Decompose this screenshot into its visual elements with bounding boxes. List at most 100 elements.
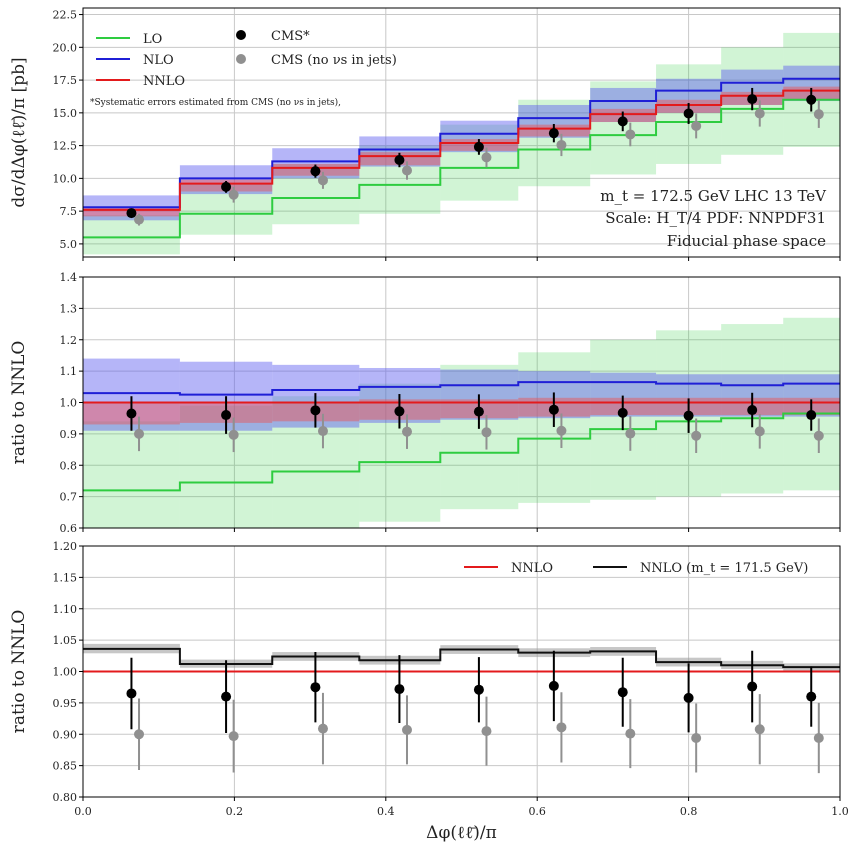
y-tick-label: 1.00 [53,666,78,679]
band-lo-bin-0 [83,421,180,528]
data-point-cms_star [473,141,484,152]
y-tick-label: 1.15 [53,571,78,584]
y-tick-label: 15.0 [53,107,78,120]
data-point-cms_star [221,691,232,702]
band-lo-bin-4 [440,364,519,510]
axes-frame-top [82,7,841,258]
data-point-cms_nonu [134,428,145,439]
data-point-cms_nonu [813,430,824,441]
data-point-cms_nonu [228,189,239,200]
y-tick-label: 20.0 [53,41,78,54]
legend-label-cms-star: CMS* [271,29,310,44]
data-point-cms_nonu [754,724,765,735]
step-line-lo [83,412,840,492]
panel-bottom: 0.80 0.85 0.90 0.95 1.00 1.05 1.10 1.15 1.20 0.0 0… [9,540,849,843]
legend-note: *Systematic errors estimated from CMS (n… [90,97,341,108]
data-point-cms_star [126,688,137,699]
y-tick-label: 1.10 [53,603,78,616]
data-point-cms_star [126,408,137,419]
panel-top: 5.0 7.5 10.0 12.5 15.0 17.5 20.0 22.5 dσ/dΔφ(ℓℓ̄… [9,7,841,261]
data-point-cms_star [747,681,758,692]
data-point-cms_star [310,166,321,177]
data-point-cms_nonu [134,214,145,225]
data-point-cms_star [617,407,628,418]
data-point-cms_nonu [317,723,328,734]
y-tick-label: 17.5 [53,74,78,87]
step-line-lo [83,98,840,239]
legend-label-cms-nonu: CMS (no νs in jets) [271,53,397,68]
data-point-cms_nonu [813,109,824,120]
y-axis-label: dσ/dΔφ(ℓℓ̄)/π [pb] [9,57,29,207]
legend-label-nnlo: NNLO [143,74,185,89]
data-point-cms_star [683,410,694,421]
data-point-cms_nonu [401,426,412,437]
data-point-cms_nonu [691,733,702,744]
y-tick-label: 1.05 [53,634,78,647]
data-point-cms_star [617,116,628,127]
data-point-cms_nonu [556,139,567,150]
data-point-cms_nonu [754,426,765,437]
data-point-cms_star [806,94,817,105]
panel-middle: 0.6 0.7 0.8 0.9 1.0 1.1 1.2 1.3 1.4 ratio to NNLO [9,271,841,535]
data-point-cms_star [747,94,758,105]
x-tick-label: 0.8 [680,805,698,818]
x-tick-label: 1.0 [831,805,849,818]
y-tick-label: 0.90 [53,728,78,741]
data-point-cms_nonu [625,428,636,439]
data-point-cms_star [617,687,628,698]
data-point-cms_star [806,691,817,702]
y-tick-label: 0.8 [60,459,78,472]
data-point-cms_nonu [228,429,239,440]
band-lo-bin-5 [518,352,591,503]
data-point-cms_star [548,680,559,691]
band-lo-bin-4 [440,124,519,201]
x-tick-label: 0.0 [74,805,92,818]
y-tick-label: 10.0 [53,172,78,185]
data-point-cms_nonu [228,731,239,742]
data-point-cms_star [548,128,559,139]
data-point-cms_star [548,404,559,415]
data-point-cms_star [221,410,232,421]
data-point-cms_star [394,684,405,695]
y-tick-label: 0.85 [53,760,78,773]
y-tick-label: 1.2 [60,334,78,347]
legend-label-nnlo: NNLO [511,561,553,576]
annotation-line-3: Fiducial phase space [667,232,826,250]
data-point-cms_nonu [691,430,702,441]
y-tick-label: 1.20 [53,540,78,553]
y-tick-label: 5.0 [60,238,78,251]
legend-handle-cms-nonu [236,54,246,64]
data-point-cms_nonu [317,175,328,186]
data-point-cms_nonu [813,733,824,744]
data-point-cms_star [683,692,694,703]
y-tick-label: 1.0 [60,397,78,410]
annotation-line-1: m_t = 172.5 GeV LHC 13 TeV [600,187,827,205]
x-tick-label: 0.2 [226,805,244,818]
annotation-box: m_t = 172.5 GeV LHC 13 TeV Scale: H_T/4 P… [600,187,827,250]
data-point-cms_star [221,181,232,192]
data-point-cms_star [683,108,694,119]
data-point-cms_star [473,406,484,417]
y-tick-label: 1.4 [60,271,78,284]
data-point-cms_nonu [556,425,567,436]
data-point-cms_star [747,405,758,416]
y-axis-label: ratio to NNLO [9,610,29,734]
x-tick-label: 0.4 [377,805,395,818]
data-point-cms_star [394,155,405,166]
band-lo-bin-5 [518,99,591,187]
y-tick-label: 0.80 [53,791,78,804]
step-line-nnlo_mt [83,647,840,669]
data-point-cms_star [473,684,484,695]
data-point-cms_star [126,208,137,219]
legend-top: LO NLO NNLO CMS* CMS (no νs in jets) *Systema… [90,29,397,108]
y-tick-label: 0.9 [60,428,78,441]
data-point-cms_nonu [691,120,702,131]
data-point-cms_star [310,682,321,693]
plot-area-middle [83,317,840,528]
data-point-cms_nonu [754,108,765,119]
legend-label-nnlo-mt: NNLO (m_t = 171.5 GeV) [640,561,808,576]
y-tick-label: 0.6 [60,522,78,535]
legend-label-lo: LO [143,32,162,47]
